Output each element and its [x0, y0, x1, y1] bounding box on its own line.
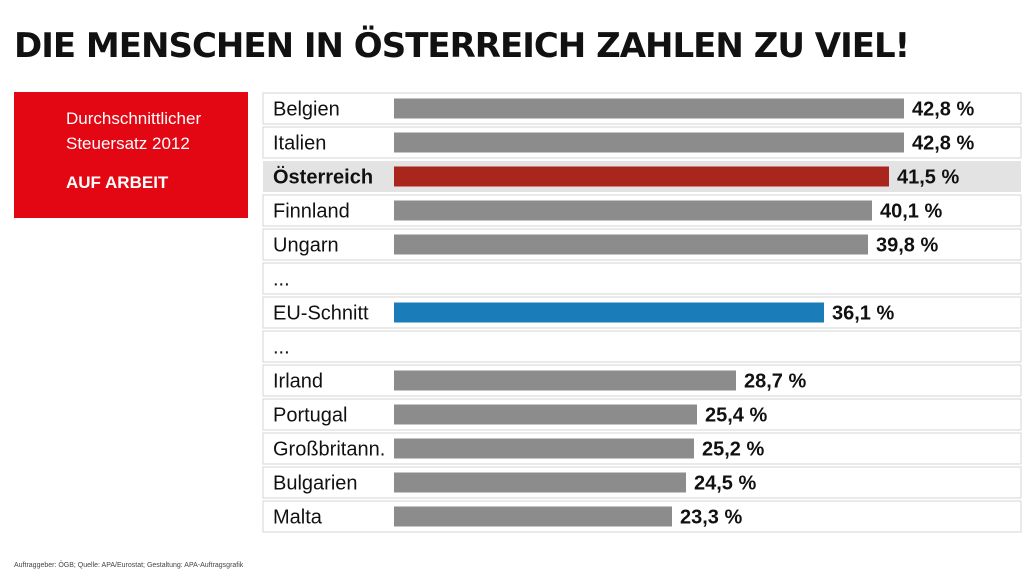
bar [394, 438, 694, 459]
data-label: 42,8 % [912, 99, 974, 121]
data-label: 24,5 % [694, 473, 756, 495]
data-label: 39,8 % [876, 235, 938, 257]
category-label: Ungarn [273, 235, 339, 257]
category-label: Malta [273, 507, 323, 529]
category-label: Finnland [273, 201, 350, 223]
category-label: EU-Schnitt [273, 303, 369, 325]
bar [394, 200, 872, 221]
bar [394, 472, 686, 493]
bar [394, 98, 904, 119]
bar [394, 370, 736, 391]
info-box-line-1: Durchschnittlicher [66, 109, 202, 128]
source-footer: Auftraggeber: ÖGB; Quelle: APA/Eurostat;… [14, 562, 244, 569]
category-label: Irland [273, 371, 323, 393]
row-background [262, 330, 1022, 363]
category-label: Großbritann. [273, 439, 385, 461]
data-label: 23,3 % [680, 507, 742, 529]
data-label: 25,4 % [705, 405, 767, 427]
bar [394, 506, 672, 527]
chart-headline: DIE MENSCHEN IN ÖSTERREICH ZAHLEN ZU VIE… [14, 26, 910, 66]
data-label: 41,5 % [897, 167, 959, 189]
row-background [262, 262, 1022, 295]
category-label: Österreich [273, 166, 373, 189]
bar [394, 404, 697, 425]
category-label: Belgien [273, 99, 340, 121]
info-box: Durchschnittlicher Steuersatz 2012 AUF A… [14, 92, 248, 218]
ellipsis-gap-label: ... [273, 337, 290, 359]
bar [394, 132, 904, 153]
data-label: 25,2 % [702, 439, 764, 461]
data-label: 40,1 % [880, 201, 942, 223]
category-label: Italien [273, 133, 326, 155]
data-label: 28,7 % [744, 371, 806, 393]
info-box-line-2: Steuersatz 2012 [66, 134, 190, 153]
ellipsis-gap-label: ... [273, 269, 290, 291]
category-label: Portugal [273, 405, 348, 427]
bar [394, 166, 889, 187]
data-label: 36,1 % [832, 303, 894, 325]
info-box-line-3: AUF ARBEIT [66, 173, 169, 192]
category-label: Bulgarien [273, 473, 358, 495]
bar [394, 234, 868, 255]
data-label: 42,8 % [912, 133, 974, 155]
bar [394, 302, 824, 323]
